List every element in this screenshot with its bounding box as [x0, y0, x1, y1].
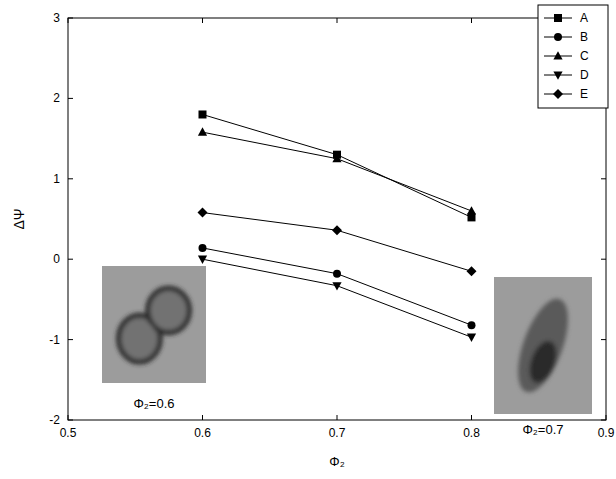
data-point	[333, 270, 341, 278]
y-tick	[68, 18, 73, 19]
legend-marker	[553, 51, 562, 59]
y-tick	[68, 259, 73, 260]
inset-ground	[102, 266, 206, 383]
x-tick	[202, 18, 203, 23]
blob	[524, 337, 561, 386]
series-line	[203, 114, 472, 217]
x-tick	[471, 415, 472, 420]
data-point	[198, 256, 207, 264]
y-tick-label: -2	[49, 413, 60, 427]
data-point	[199, 244, 207, 252]
data-point	[198, 127, 207, 135]
inset-shape	[119, 288, 190, 362]
data-point	[332, 225, 342, 235]
x-tick	[68, 18, 69, 23]
x-tick	[471, 18, 472, 23]
legend-marker	[554, 33, 562, 41]
y-tick	[601, 420, 606, 421]
plot-frame	[68, 18, 606, 420]
annotation: Φ₂=0.6	[133, 396, 174, 411]
legend-label: B	[580, 30, 588, 44]
x-tick	[202, 415, 203, 420]
y-axis-title: ΔΨ	[11, 208, 27, 229]
blob	[148, 288, 190, 332]
y-tick	[68, 178, 73, 179]
data-point	[198, 208, 208, 218]
legend-label: C	[580, 49, 589, 63]
data-point	[199, 110, 207, 118]
series-line	[203, 259, 472, 337]
legend-marker	[553, 71, 562, 79]
blob	[123, 320, 156, 357]
annotation: Φ₂=0.7	[522, 422, 563, 437]
x-tick	[337, 18, 338, 23]
x-tick	[606, 415, 607, 420]
data-point	[332, 282, 341, 290]
legend-box	[538, 5, 608, 108]
data-point	[467, 334, 476, 342]
y-tick	[601, 259, 606, 260]
x-axis-title: Φ₂	[329, 454, 344, 469]
x-tick	[337, 415, 338, 420]
x-tick-label: 0.9	[598, 426, 615, 440]
x-tick	[68, 415, 69, 420]
series-line	[203, 248, 472, 325]
y-tick	[68, 420, 73, 421]
x-tick-label: 0.8	[463, 426, 480, 440]
chart: Φ₂=0.6 Φ₂=0.7 0.5 0.6 0.7 0.8 0.9 -2 -1 0 1 2 3 Φ₂ ΔΨ A…	[0, 0, 616, 479]
inset-image	[102, 266, 206, 383]
legend-marker	[553, 89, 563, 99]
inset-ground	[494, 277, 592, 414]
series-line	[203, 213, 472, 272]
y-tick	[68, 339, 73, 340]
y-tick	[68, 98, 73, 99]
legend-label: A	[580, 11, 588, 25]
legend-marker	[554, 14, 562, 22]
legend-label: E	[580, 87, 588, 101]
series-line	[203, 132, 472, 211]
blob	[152, 293, 185, 328]
y-tick-label: 2	[53, 91, 60, 105]
inset-image	[494, 277, 592, 414]
inset-shape	[508, 292, 579, 398]
data-point	[467, 206, 476, 214]
x-tick-label: 0.6	[194, 426, 211, 440]
data-point	[468, 213, 476, 221]
legend: ABCDE	[538, 5, 608, 108]
y-tick-label: -1	[49, 333, 60, 347]
data-point	[468, 321, 476, 329]
y-tick-label: 0	[53, 252, 60, 266]
y-tick	[601, 178, 606, 179]
y-tick-label: 3	[53, 11, 60, 25]
legend-label: D	[580, 68, 589, 82]
plot-data	[198, 110, 477, 342]
y-tick	[601, 339, 606, 340]
data-point	[332, 154, 341, 162]
blob	[508, 292, 579, 398]
data-point	[467, 266, 477, 276]
x-tick-label: 0.7	[329, 426, 346, 440]
x-tick-label: 0.5	[60, 426, 77, 440]
y-tick-label: 1	[53, 172, 60, 186]
